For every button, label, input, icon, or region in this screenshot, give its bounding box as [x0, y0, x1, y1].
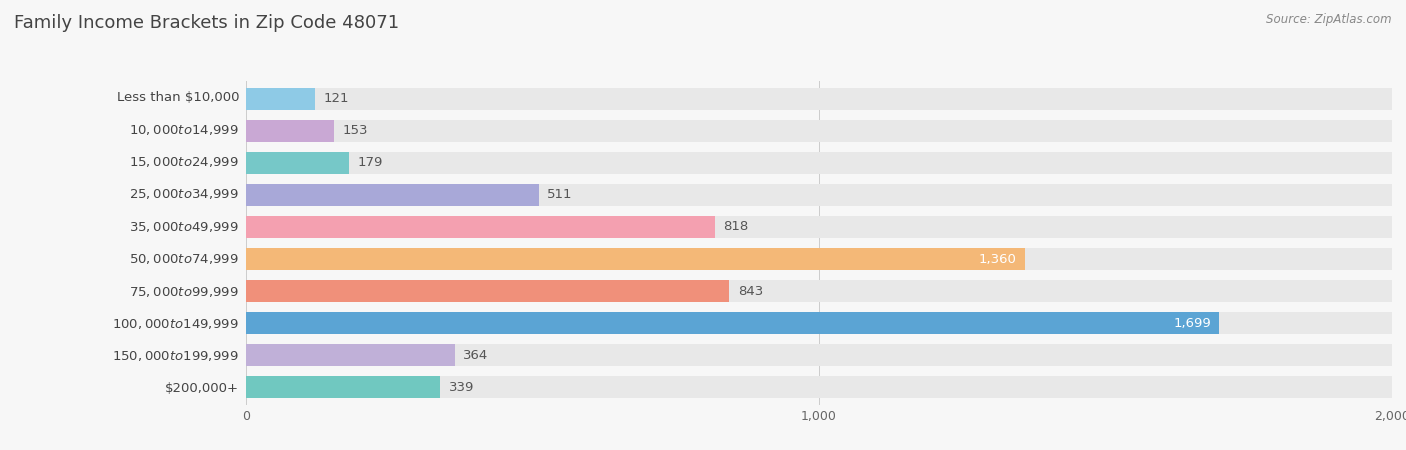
Text: $35,000 to $49,999: $35,000 to $49,999	[129, 220, 239, 234]
Bar	[246, 184, 538, 206]
Bar	[246, 344, 1392, 366]
Text: 1,699: 1,699	[1173, 317, 1211, 330]
Text: Less than $10,000: Less than $10,000	[117, 91, 239, 104]
Bar	[246, 312, 1219, 334]
Bar	[246, 248, 1392, 270]
Text: $50,000 to $74,999: $50,000 to $74,999	[129, 252, 239, 266]
Text: 818: 818	[723, 220, 748, 234]
Bar	[246, 120, 333, 142]
Bar	[246, 312, 1392, 334]
Text: Family Income Brackets in Zip Code 48071: Family Income Brackets in Zip Code 48071	[14, 14, 399, 32]
Bar	[246, 377, 1392, 398]
Text: $150,000 to $199,999: $150,000 to $199,999	[112, 349, 239, 364]
Text: Source: ZipAtlas.com: Source: ZipAtlas.com	[1267, 14, 1392, 27]
Text: 843: 843	[738, 284, 763, 297]
Text: $25,000 to $34,999: $25,000 to $34,999	[129, 187, 239, 202]
Bar	[246, 280, 1392, 302]
Bar	[246, 377, 440, 398]
Bar	[246, 152, 349, 174]
Bar	[246, 120, 1392, 142]
Bar	[246, 88, 1392, 109]
Bar	[246, 216, 714, 238]
Bar	[246, 344, 454, 366]
Text: 153: 153	[342, 124, 368, 137]
Text: $100,000 to $149,999: $100,000 to $149,999	[112, 317, 239, 331]
Text: 179: 179	[357, 156, 382, 169]
Bar	[246, 88, 315, 109]
Text: $10,000 to $14,999: $10,000 to $14,999	[129, 122, 239, 137]
Text: 339: 339	[449, 381, 474, 394]
Text: $15,000 to $24,999: $15,000 to $24,999	[129, 155, 239, 169]
Text: 121: 121	[323, 92, 350, 105]
Text: $200,000+: $200,000+	[165, 382, 239, 395]
Bar	[246, 280, 730, 302]
Text: 1,360: 1,360	[979, 252, 1017, 266]
Text: 364: 364	[463, 349, 488, 362]
Bar	[246, 248, 1025, 270]
Bar	[246, 216, 1392, 238]
Bar	[246, 152, 1392, 174]
Text: 511: 511	[547, 189, 572, 202]
Bar	[246, 184, 1392, 206]
Text: $75,000 to $99,999: $75,000 to $99,999	[129, 284, 239, 299]
